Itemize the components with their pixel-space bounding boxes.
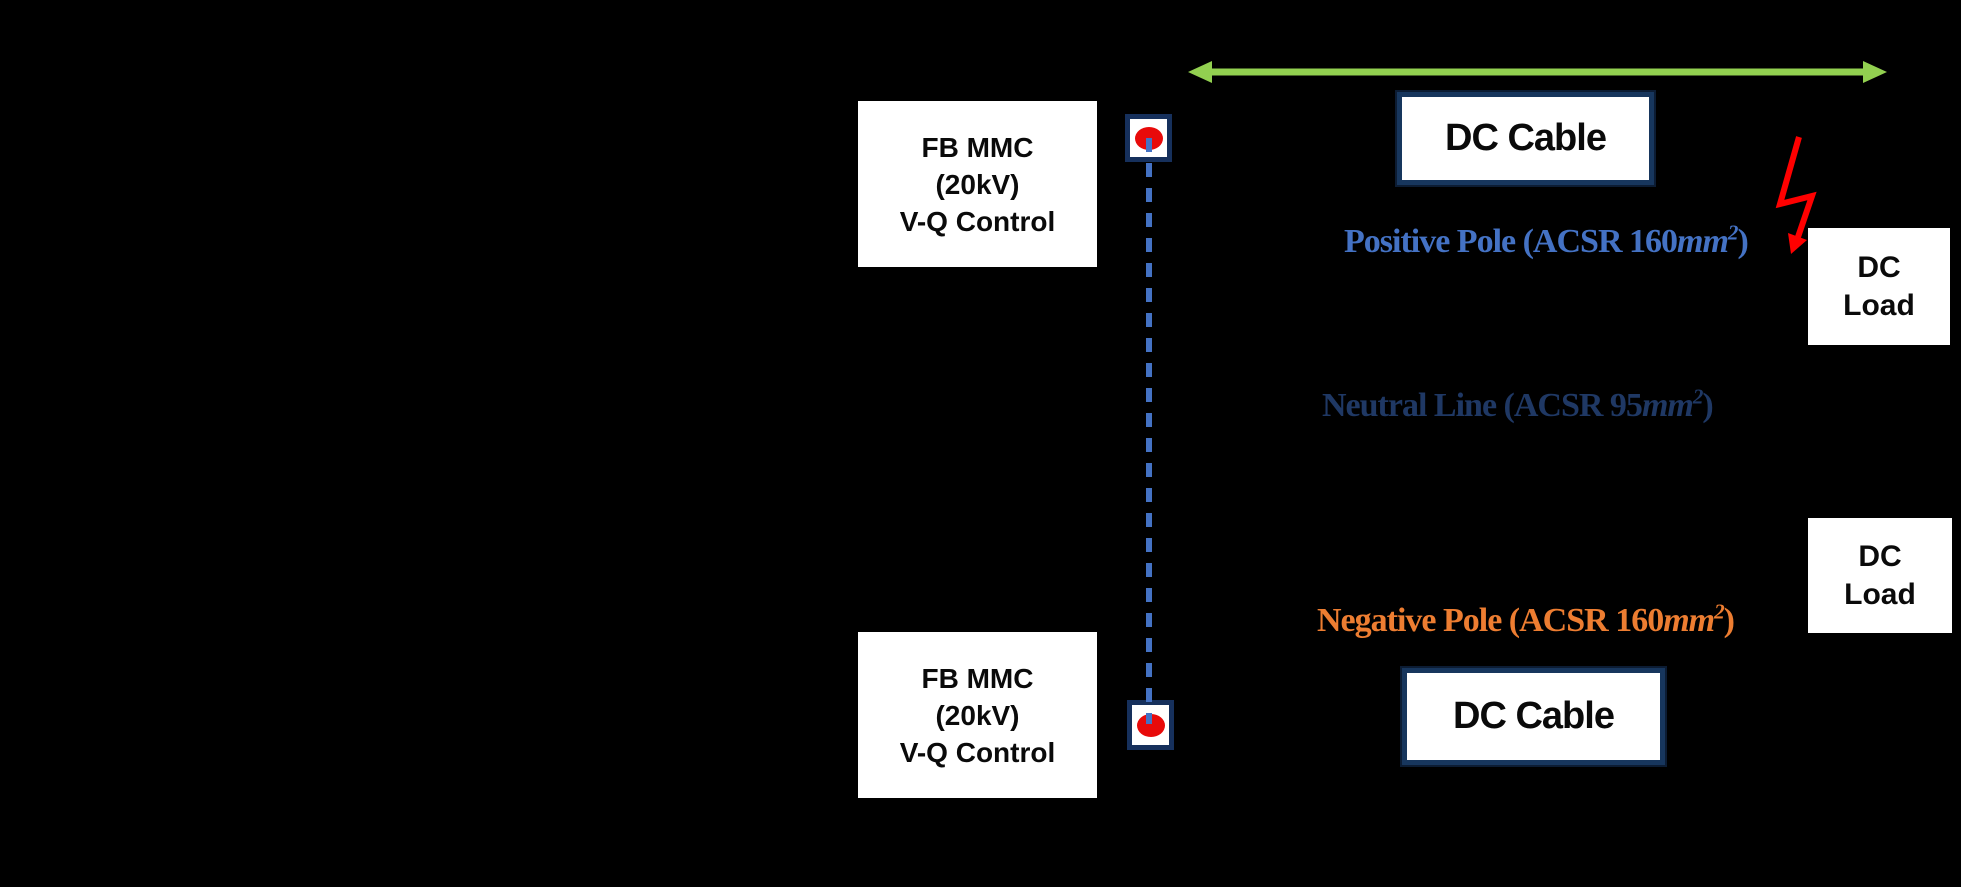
negative-pole-label: Negative Pole (ACSR 160mm2) [1317, 599, 1735, 641]
red-dot-terminal-icon [1136, 713, 1165, 737]
converter-label-line: (20kV) [935, 699, 1020, 731]
dc-load-label-line: Load [1843, 288, 1915, 322]
dc-load-label-line: DC [1858, 539, 1902, 573]
red-dot-terminal-icon [1134, 126, 1163, 150]
pole-label-unit: mm [1641, 387, 1694, 424]
dc-cable-label: DC Cable [1445, 117, 1607, 159]
dc-load-box-bottom: DC Load [1808, 518, 1952, 633]
fb-mmc-converter-top: FB MMC (20kV) V-Q Control [858, 101, 1097, 267]
dc-terminal-bottom [1127, 700, 1174, 750]
pole-label-exponent: 2 [1692, 384, 1704, 409]
converter-label-line: V-Q Control [899, 205, 1056, 237]
pole-label-text: Neutral Line (ACSR 95 [1322, 387, 1643, 424]
dc-load-label-line: Load [1844, 577, 1916, 611]
pole-label-suffix: ) [1702, 387, 1713, 424]
pole-label-suffix: ) [1723, 602, 1735, 639]
dc-load-box-top: DC Load [1808, 228, 1950, 345]
neutral-line-label: Neutral Line (ACSR 95mm2) [1322, 384, 1714, 426]
converter-label-line: V-Q Control [899, 736, 1056, 768]
dc-load-label-line: DC [1857, 250, 1901, 284]
converter-label-line: FB MMC [921, 131, 1034, 163]
converter-label-line: (20kV) [935, 168, 1020, 200]
pole-label-unit: mm [1663, 602, 1715, 639]
dc-terminal-top [1125, 114, 1172, 162]
pole-label-exponent: 2 [1714, 599, 1725, 624]
pole-label-text: Positive Pole (ACSR 160 [1344, 223, 1678, 260]
dc-cable-label: DC Cable [1453, 695, 1615, 737]
cable-span-double-arrow-icon [1188, 61, 1887, 83]
pole-label-suffix: ) [1737, 223, 1748, 260]
pole-label-unit: mm [1677, 223, 1729, 260]
positive-pole-label: Positive Pole (ACSR 160mm2) [1344, 220, 1749, 262]
pole-label-exponent: 2 [1727, 220, 1739, 245]
fb-mmc-converter-bottom: FB MMC (20kV) V-Q Control [858, 632, 1097, 798]
pole-label-text: Negative Pole (ACSR 160 [1317, 602, 1664, 639]
dc-cable-box-bottom: DC Cable [1402, 668, 1665, 765]
converter-label-line: FB MMC [921, 662, 1034, 694]
dc-cable-box-top: DC Cable [1397, 92, 1654, 185]
